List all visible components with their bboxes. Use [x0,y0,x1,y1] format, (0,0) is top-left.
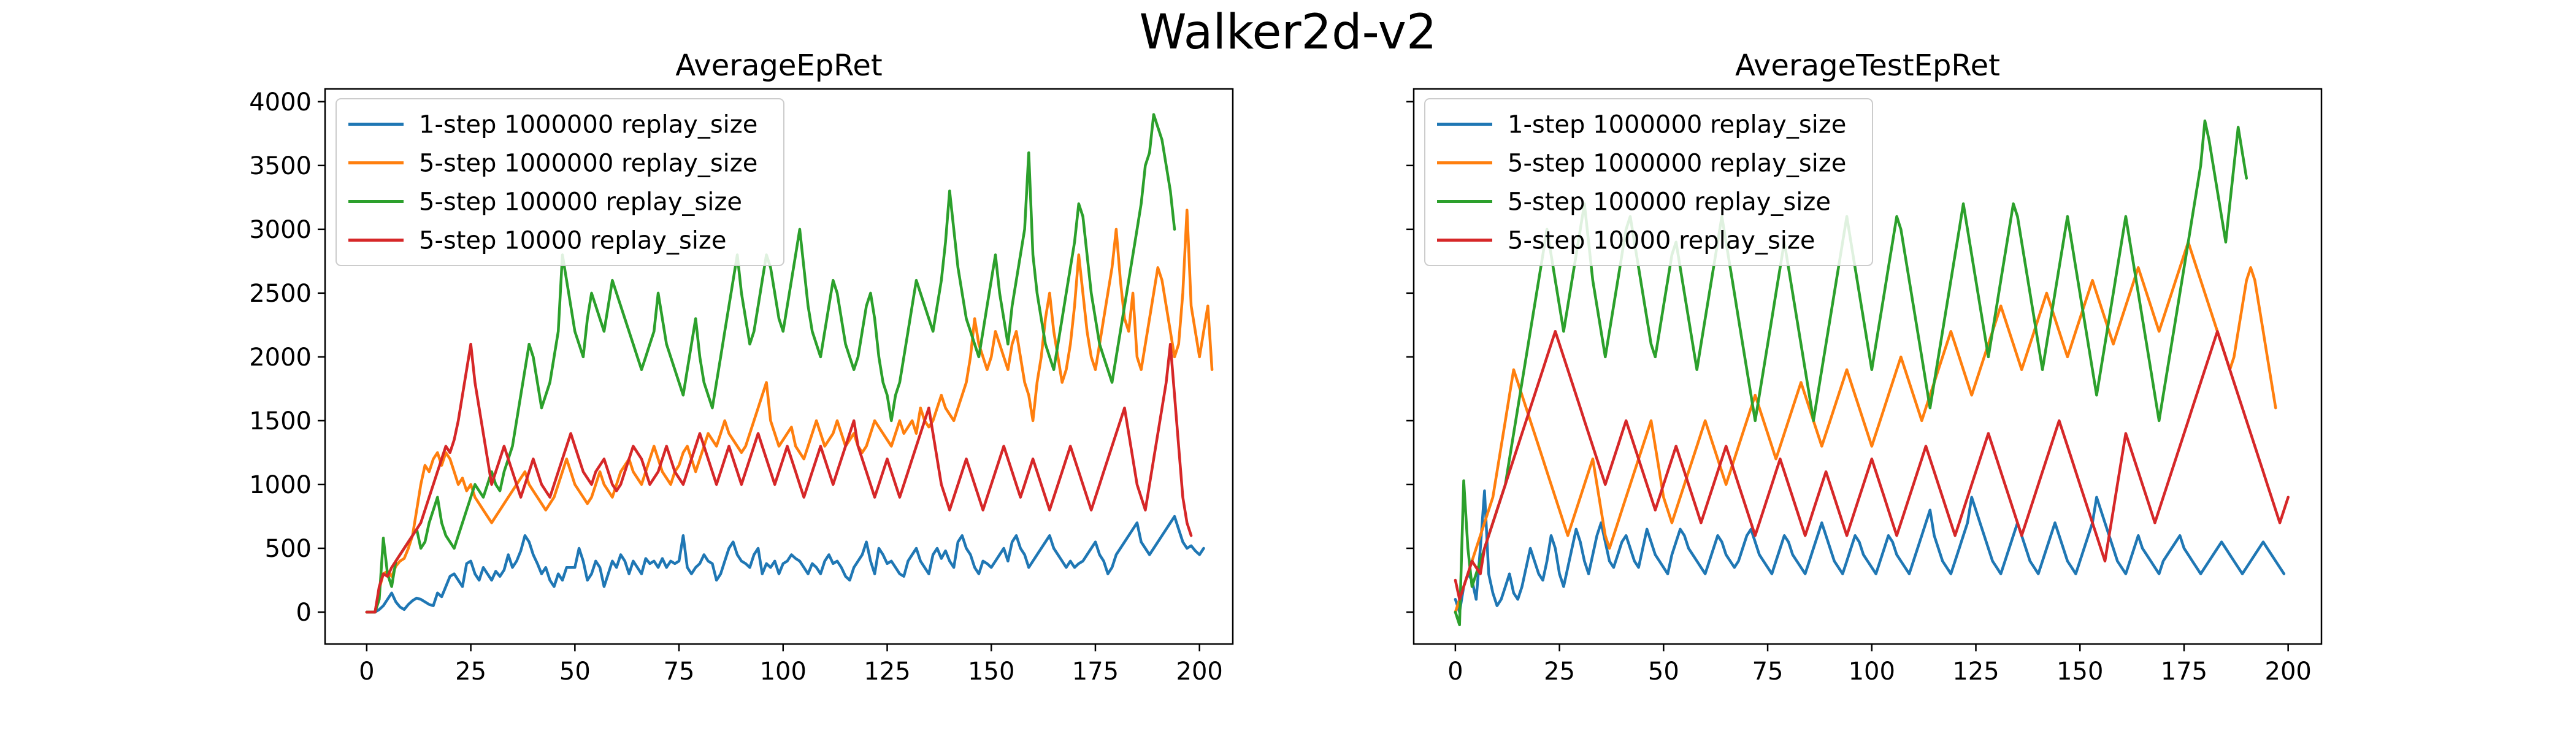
legend-label: 1-step 1000000 replay_size [419,111,757,139]
legend-label: 5-step 1000000 replay_size [1508,150,1846,178]
x-tick-label: 175 [1072,657,1119,686]
series-lines [365,113,1214,614]
legend-label: 1-step 1000000 replay_size [1508,111,1846,139]
series-line-5-step-100000-replay-size [365,113,1176,614]
x-tick-label: 25 [455,657,486,686]
x-tick-label: 125 [1952,657,1999,686]
legend-label: 5-step 100000 replay_size [419,188,742,217]
x-tick-label: 175 [2161,657,2207,686]
legend: 1-step 1000000 replay_size 5-step 1000000… [1424,98,1873,266]
x-tick-label: 50 [1648,657,1679,686]
figure-suptitle: Walker2d-v2 [1139,5,1437,60]
y-tick-label: 1500 [249,407,312,435]
x-tick-label: 0 [359,657,374,686]
x-tick-label: 200 [2265,657,2312,686]
chart-title: AverageEpRet [675,48,882,83]
x-tick-label: 100 [760,657,807,686]
y-tick-label: 500 [265,535,312,563]
legend-label: 5-step 10000 replay_size [1508,227,1815,255]
y-tick-label: 1000 [249,471,312,499]
x-tick-label: 150 [968,657,1014,686]
x-tick-label: 100 [1849,657,1895,686]
y-tick-label: 3000 [249,216,312,244]
series-line-5-step-1000000-replay-size [1454,240,2277,614]
legend-label: 5-step 1000000 replay_size [419,150,757,178]
legend-box [1424,98,1873,266]
x-tick-label: 150 [2057,657,2103,686]
x-tick-label: 200 [1176,657,1223,686]
series-line-1-step-1000000-replay-size [365,515,1205,614]
y-tick-label: 4000 [249,88,312,117]
x-tick-label: 125 [864,657,910,686]
legend-box [335,98,784,266]
x-tick-label: 50 [559,657,591,686]
chart-title: AverageTestEpRet [1735,48,2000,83]
legend: 1-step 1000000 replay_size 5-step 1000000… [335,98,784,266]
y-tick-label: 0 [296,599,312,627]
x-tick-label: 75 [1752,657,1784,686]
figure-header: Walker2d-v2 [0,0,2576,67]
legend-label: 5-step 100000 replay_size [1508,188,1831,217]
series-line-5-step-1000000-replay-size [365,209,1214,614]
plot-frame [1413,88,2323,645]
y-tick-label: 2000 [249,343,312,372]
chart-average-test-ep-ret: AverageTestEpRet 0 25 50 75 100 125 150 175 200 1-… [1406,48,2323,686]
x-tick-label: 25 [1544,657,1575,686]
series-line-1-step-1000000-replay-size [1454,489,2286,614]
x-tick-label: 75 [664,657,695,686]
y-tick-label: 2500 [249,280,312,308]
y-tick-label: 3500 [249,152,312,180]
plot-frame [324,88,1234,645]
series-line-5-step-10000-replay-size [1454,330,2290,601]
legend-label: 5-step 10000 replay_size [419,227,727,255]
x-tick-label: 0 [1447,657,1463,686]
series-line-5-step-10000-replay-size [365,342,1193,614]
